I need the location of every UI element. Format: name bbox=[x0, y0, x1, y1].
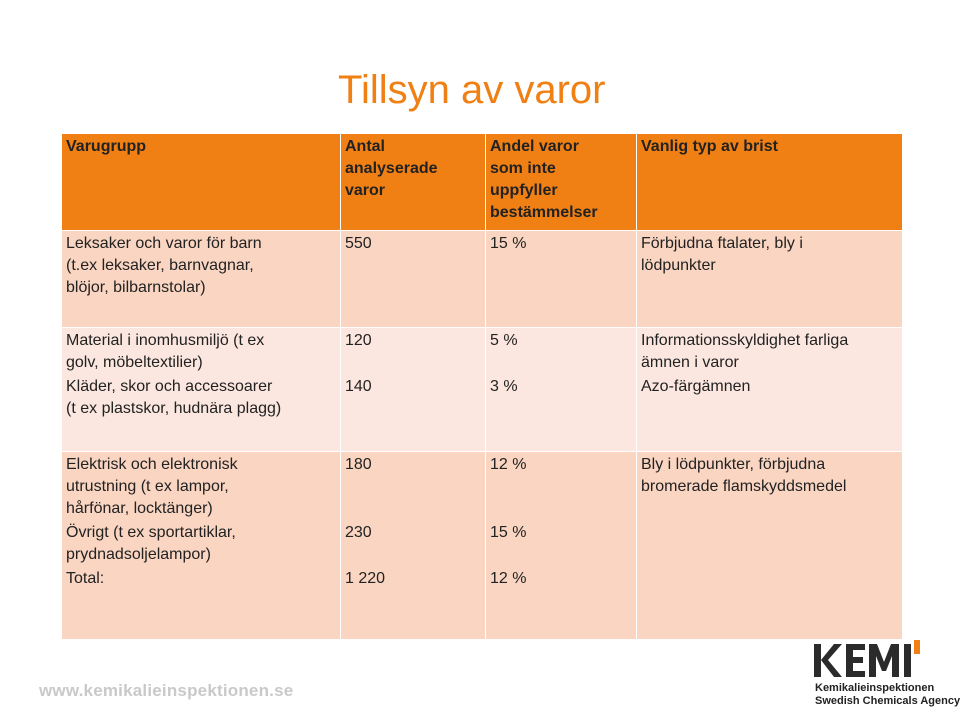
cell-group: Material i inomhusmiljö (t ex golv, möbe… bbox=[61, 327, 341, 452]
logo-subtitle: Swedish Chemicals Agency bbox=[815, 695, 960, 707]
kemi-logo-mark bbox=[814, 640, 920, 677]
cell-count: 120 140 bbox=[340, 327, 486, 452]
table-row: Material i inomhusmiljö (t ex golv, möbe… bbox=[61, 327, 903, 452]
page-title: Tillsyn av varor bbox=[338, 68, 606, 112]
cell-count: 550 bbox=[340, 230, 486, 328]
cell-defect: Bly i lödpunkter, förbjudna bromerade fl… bbox=[636, 451, 903, 640]
cell-share: 5 % 3 % bbox=[485, 327, 637, 452]
table-row: Leksaker och varor för barn (t.ex leksak… bbox=[61, 230, 903, 328]
cell-group: Elektrisk och elektronisk utrustning (t … bbox=[61, 451, 341, 640]
kemi-logo: Kemikalieinspektionen Swedish Chemicals … bbox=[808, 640, 960, 707]
cell-count: 180 230 1 220 bbox=[340, 451, 486, 640]
cell-defect: Informationsskyldighet farliga ämnen i v… bbox=[636, 327, 903, 452]
inspection-table: Varugrupp Antal analyserade varor Andel … bbox=[61, 133, 903, 640]
header-varugrupp: Varugrupp bbox=[61, 133, 341, 231]
header-row: Varugrupp Antal analyserade varor Andel … bbox=[61, 133, 903, 231]
header-brist: Vanlig typ av brist bbox=[636, 133, 903, 231]
logo-name: Kemikalieinspektionen bbox=[815, 682, 935, 694]
cell-group: Leksaker och varor för barn (t.ex leksak… bbox=[61, 230, 341, 328]
cell-share: 12 % 15 % 12 % bbox=[485, 451, 637, 640]
cell-share: 15 % bbox=[485, 230, 637, 328]
footer-url: www.kemikalieinspektionen.se bbox=[39, 681, 294, 700]
table-row: Elektrisk och elektronisk utrustning (t … bbox=[61, 451, 903, 640]
header-andel: Andel varor som inte uppfyller bestämmel… bbox=[485, 133, 637, 231]
header-antal: Antal analyserade varor bbox=[340, 133, 486, 231]
cell-defect: Förbjudna ftalater, bly i lödpunkter bbox=[636, 230, 903, 328]
